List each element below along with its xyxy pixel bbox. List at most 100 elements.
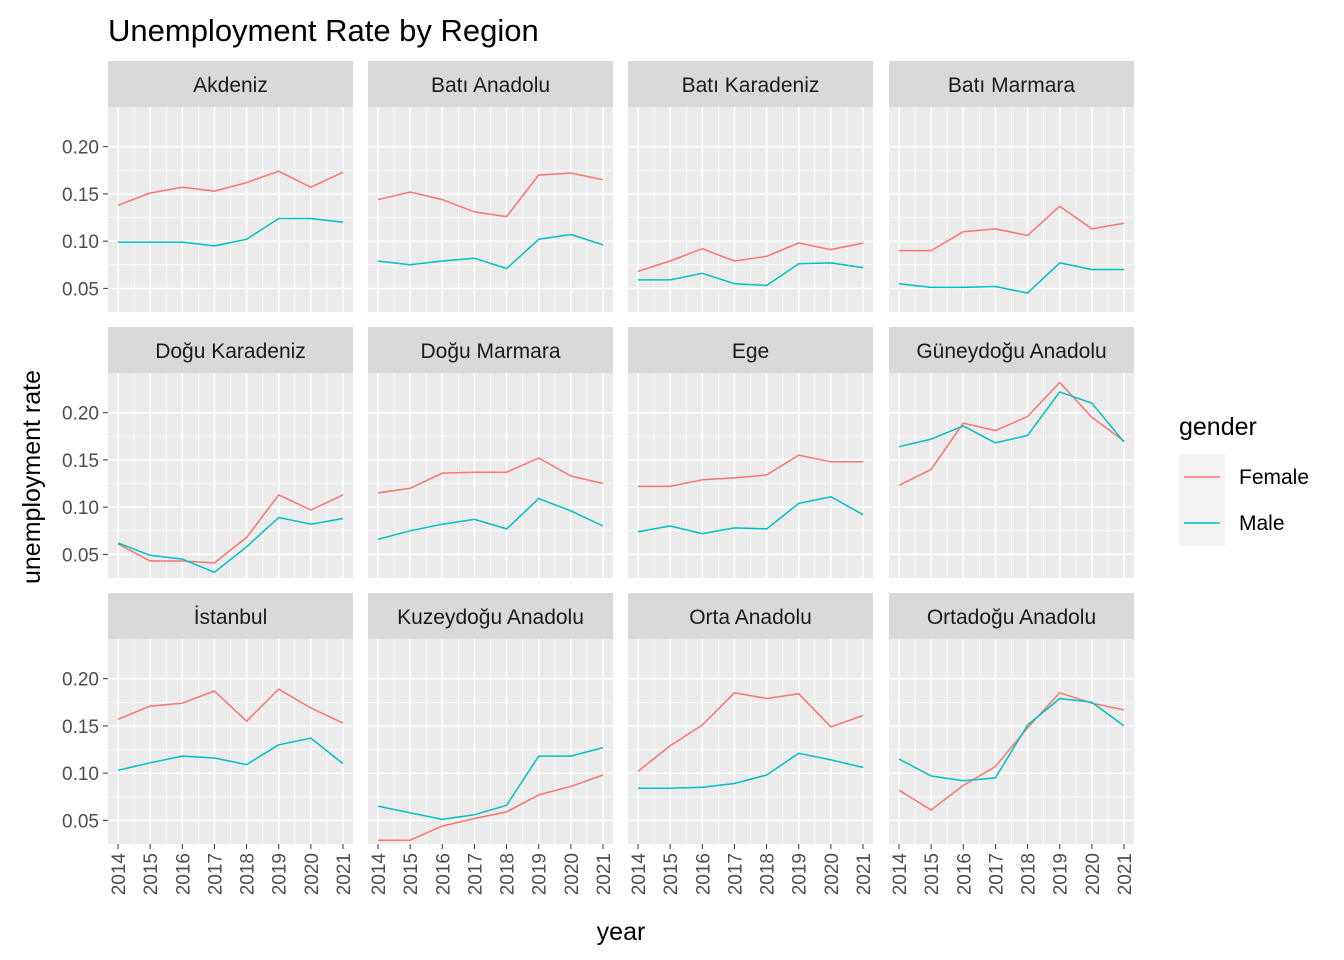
series-line-female xyxy=(638,454,863,488)
x-tick-label: 2018 xyxy=(1019,853,1040,895)
y-tick-label: 0.05 xyxy=(62,545,99,566)
facet-dogu-karadeniz: Doğu Karadeniz 0.05 0.10 0.15 0.20 xyxy=(62,327,353,578)
facet-panels: Akdeniz 0.05 0.10 0.15 0.20 Batı Anadolu Batı … xyxy=(62,61,1136,895)
series-line-male xyxy=(118,217,344,247)
series-line-female xyxy=(637,692,864,772)
x-tick-label: 2019 xyxy=(1051,853,1072,895)
series-line-male xyxy=(638,262,864,287)
legend-title: gender xyxy=(1179,413,1257,441)
y-tick-label: 0.10 xyxy=(62,498,99,519)
x-tick-label: 2018 xyxy=(758,853,779,895)
x-tick-label: 2018 xyxy=(238,853,259,895)
y-axis-title: unemployment rate xyxy=(18,370,46,584)
facet-guneydogu-anadolu: Güneydoğu Anadolu xyxy=(889,327,1134,578)
y-tick-label: 0.15 xyxy=(62,717,99,738)
series-line-male xyxy=(898,262,1124,294)
facet-strip xyxy=(889,593,1134,639)
facet-strip-label: Batı Marmara xyxy=(948,74,1076,97)
legend-item-male: Male xyxy=(1179,500,1285,546)
series-line-female xyxy=(637,242,864,273)
x-tick-label: 2015 xyxy=(922,853,943,895)
series-line-female xyxy=(117,170,344,206)
x-tick-label: 2016 xyxy=(173,853,194,895)
facet-strip-label: İstanbul xyxy=(194,606,268,629)
facet-strip-label: Orta Anadolu xyxy=(689,606,812,629)
facet-bati-marmara: Batı Marmara xyxy=(889,61,1134,312)
y-tick-label: 0.10 xyxy=(62,232,99,253)
x-tick-label: 2021 xyxy=(594,853,615,895)
y-tick-label: 0.05 xyxy=(62,811,99,832)
facet-ege: Ege xyxy=(628,327,873,578)
facet-strip xyxy=(108,593,353,639)
x-tick-label: 2021 xyxy=(334,853,355,895)
facet-strip-label: Kuzeydoğu Anadolu xyxy=(397,606,584,629)
y-tick-label: 0.05 xyxy=(62,279,99,300)
x-tick-label: 2019 xyxy=(530,853,551,895)
y-tick-label: 0.15 xyxy=(62,185,99,206)
facet-strip xyxy=(108,327,353,373)
facet-strip-label: Ege xyxy=(732,340,769,363)
x-tick-label: 2020 xyxy=(1083,853,1104,895)
series-line-female xyxy=(117,494,344,564)
y-tick-label: 0.20 xyxy=(62,404,99,425)
series-line-female xyxy=(377,172,604,218)
legend: gender Female Male xyxy=(1179,413,1309,546)
series-line-female xyxy=(378,774,604,841)
x-tick-label: 2018 xyxy=(498,853,519,895)
x-tick-label: 2019 xyxy=(790,853,811,895)
x-tick-label: 2020 xyxy=(822,853,843,895)
series-line-male xyxy=(377,233,604,270)
x-tick-label: 2014 xyxy=(109,853,130,896)
facet-strip xyxy=(889,61,1134,107)
facet-akdeniz: Akdeniz 0.05 0.10 0.15 0.20 xyxy=(62,61,353,312)
x-tick-label: 2017 xyxy=(205,853,226,895)
facet-dogu-marmara: Doğu Marmara xyxy=(368,327,613,578)
series-line-male xyxy=(377,746,604,821)
series-line-female xyxy=(898,381,1125,487)
series-line-male xyxy=(117,737,344,772)
x-tick-label: 2020 xyxy=(562,853,583,895)
facet-ortadogu-anadolu: Ortadoğu Anadolu 2014 2015 2016 2017 2018 2019… xyxy=(889,593,1136,895)
facet-strip-label: Batı Karadeniz xyxy=(682,74,820,97)
series-line-male xyxy=(637,496,864,535)
facet-strip xyxy=(628,327,873,373)
facet-istanbul: İstanbul 0.05 0.10 0.15 0.20 2014 2015 2016 2017… xyxy=(62,593,355,895)
series-line-male xyxy=(638,752,864,790)
series-line-female xyxy=(377,457,604,494)
x-tick-label: 2019 xyxy=(270,853,291,895)
facet-bati-karadeniz: Batı Karadeniz xyxy=(628,61,873,312)
x-tick-label: 2021 xyxy=(854,853,875,895)
x-tick-label: 2015 xyxy=(661,853,682,895)
facet-strip xyxy=(368,61,613,107)
x-tick-label: 2016 xyxy=(693,853,714,895)
facet-strip-label: Doğu Marmara xyxy=(420,340,560,363)
x-tick-label: 2020 xyxy=(302,853,323,895)
series-line-female xyxy=(899,205,1125,252)
facet-strip-label: Akdeniz xyxy=(193,74,268,97)
legend-item-female: Female xyxy=(1179,454,1309,500)
facet-strip-label: Ortadoğu Anadolu xyxy=(927,606,1096,629)
chart-title: Unemployment Rate by Region xyxy=(108,13,539,48)
facet-strip xyxy=(368,593,613,639)
series-line-male xyxy=(898,391,1125,448)
x-tick-label: 2014 xyxy=(890,853,911,896)
y-tick-label: 0.10 xyxy=(62,764,99,785)
facet-strip-label: Güneydoğu Anadolu xyxy=(916,340,1106,363)
facet-strip xyxy=(889,327,1134,373)
y-tick-label: 0.20 xyxy=(62,670,99,691)
series-line-male xyxy=(898,697,1125,782)
legend-label: Female xyxy=(1239,466,1309,489)
legend-label: Male xyxy=(1239,512,1285,535)
facet-kuzeydogu-anadolu: Kuzeydoğu Anadolu 2014 2015 2016 2017 2018 201… xyxy=(368,593,615,895)
facet-bati-anadolu: Batı Anadolu xyxy=(368,61,613,312)
x-tick-label: 2016 xyxy=(954,853,975,895)
facet-strip xyxy=(368,327,613,373)
x-tick-label: 2016 xyxy=(433,853,454,895)
facet-strip xyxy=(108,61,353,107)
series-line-female xyxy=(117,688,344,724)
series-line-male xyxy=(377,497,604,541)
y-tick-label: 0.15 xyxy=(62,451,99,472)
x-axis-title: year xyxy=(597,918,646,946)
x-tick-label: 2014 xyxy=(369,853,390,896)
